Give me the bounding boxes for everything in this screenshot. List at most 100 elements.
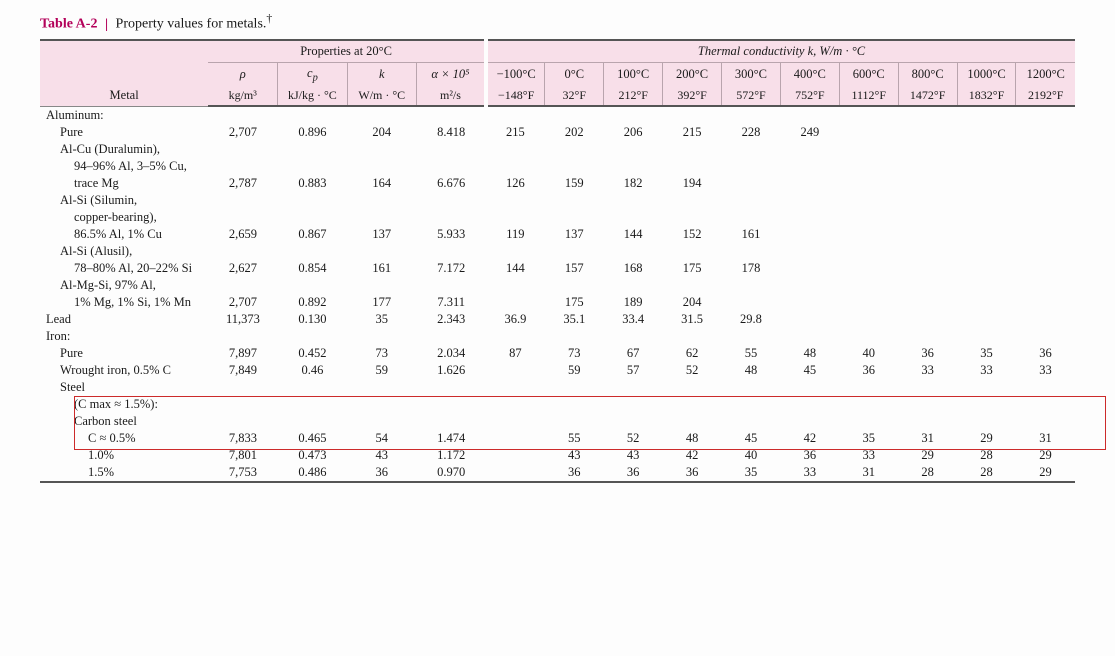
- k-cell: [545, 379, 604, 396]
- alpha-unit: m²/s: [417, 86, 486, 106]
- prop-cell: 11,373: [208, 311, 277, 328]
- k-cell: 36: [604, 464, 663, 482]
- tc-8: 1000°C: [957, 62, 1016, 86]
- tf-7: 1472°F: [898, 86, 957, 106]
- k-cell: 31: [1016, 430, 1075, 447]
- k-cell: [486, 277, 545, 294]
- k-cell: [545, 158, 604, 175]
- k-cell: [604, 141, 663, 158]
- k-cell: 33.4: [604, 311, 663, 328]
- metal-name: 78–80% Al, 20–22% Si: [40, 260, 208, 277]
- metal-name: 86.5% Al, 1% Cu: [40, 226, 208, 243]
- k-cell: 215: [486, 124, 545, 141]
- prop-cell: 2,659: [208, 226, 277, 243]
- prop-cell: 161: [347, 260, 416, 277]
- metal-name: trace Mg: [40, 175, 208, 192]
- k-cell: 36: [780, 447, 839, 464]
- rho-header: ρ: [208, 62, 277, 86]
- k-cell: [780, 294, 839, 311]
- prop-cell: [208, 413, 277, 430]
- prop-cell: [208, 379, 277, 396]
- table-row: 1% Mg, 1% Si, 1% Mn2,7070.8921777.311175…: [40, 294, 1075, 311]
- k-cell: 31: [898, 430, 957, 447]
- tf-9: 2192°F: [1016, 86, 1075, 106]
- k-cell: [545, 277, 604, 294]
- table-row: Iron:: [40, 328, 1075, 345]
- k-cell: [957, 413, 1016, 430]
- prop-cell: [208, 106, 277, 124]
- k-cell: [898, 209, 957, 226]
- k-cell: [722, 158, 781, 175]
- k-cell: 42: [780, 430, 839, 447]
- k-cell: 137: [545, 226, 604, 243]
- prop-cell: 0.46: [278, 362, 347, 379]
- prop-cell: [347, 158, 416, 175]
- k-cell: [780, 192, 839, 209]
- k-cell: [722, 396, 781, 413]
- tc-9: 1200°C: [1016, 62, 1075, 86]
- prop-cell: 0.892: [278, 294, 347, 311]
- prop-cell: [208, 158, 277, 175]
- k-cell: [604, 243, 663, 260]
- table-row: Al-Mg-Si, 97% Al,: [40, 277, 1075, 294]
- prop-cell: [347, 141, 416, 158]
- k-cell: [1016, 277, 1075, 294]
- rho-unit: kg/m³: [208, 86, 277, 106]
- k-cell: [663, 277, 722, 294]
- k-cell: [780, 141, 839, 158]
- metal-name: Pure: [40, 345, 208, 362]
- tf-5: 752°F: [780, 86, 839, 106]
- k-cell: [957, 124, 1016, 141]
- table-row: C ≈ 0.5%7,8330.465541.474555248454235312…: [40, 430, 1075, 447]
- table-title: Table A-2 | Property values for metals.†: [40, 12, 1075, 33]
- k-cell: [780, 379, 839, 396]
- k-cell: 33: [898, 362, 957, 379]
- k-cell: [1016, 124, 1075, 141]
- k-cell: [663, 192, 722, 209]
- k-cell: [957, 209, 1016, 226]
- k-cell: [486, 141, 545, 158]
- k-cell: 31.5: [663, 311, 722, 328]
- prop-cell: [347, 192, 416, 209]
- k-cell: [839, 413, 898, 430]
- k-cell: 206: [604, 124, 663, 141]
- prop-cell: [208, 192, 277, 209]
- table-row: Carbon steel: [40, 413, 1075, 430]
- tc-7: 800°C: [898, 62, 957, 86]
- cp-header: cp: [278, 62, 347, 86]
- k-cell: [722, 192, 781, 209]
- prop-cell: [278, 396, 347, 413]
- k-cell: 249: [780, 124, 839, 141]
- k-cell: [839, 294, 898, 311]
- metal-name: Al-Cu (Duralumin),: [40, 141, 208, 158]
- prop-cell: 35: [347, 311, 416, 328]
- prop-cell: 0.854: [278, 260, 347, 277]
- k-cell: [486, 447, 545, 464]
- k-cell: [898, 141, 957, 158]
- prop-cell: 7.311: [417, 294, 486, 311]
- k-cell: [722, 175, 781, 192]
- prop-cell: 36: [347, 464, 416, 482]
- table-label: Table A-2: [40, 17, 97, 32]
- k-cell: [898, 260, 957, 277]
- k-cell: [1016, 106, 1075, 124]
- prop-cell: 0.130: [278, 311, 347, 328]
- k-cell: [722, 328, 781, 345]
- prop-cell: 7,897: [208, 345, 277, 362]
- prop-cell: [417, 106, 486, 124]
- k-cell: [722, 413, 781, 430]
- table-body: Aluminum:Pure2,7070.8962048.418215202206…: [40, 106, 1075, 482]
- k-cell: [1016, 141, 1075, 158]
- k-cell: [486, 379, 545, 396]
- prop-cell: 8.418: [417, 124, 486, 141]
- k-cell: [722, 243, 781, 260]
- k-cell: 204: [663, 294, 722, 311]
- metal-name: Iron:: [40, 328, 208, 345]
- prop-cell: [208, 396, 277, 413]
- k-cell: 45: [722, 430, 781, 447]
- k-cell: 144: [604, 226, 663, 243]
- k-cell: [839, 192, 898, 209]
- table-row: Al-Si (Alusil),: [40, 243, 1075, 260]
- k-cell: [722, 379, 781, 396]
- k-cell: 152: [663, 226, 722, 243]
